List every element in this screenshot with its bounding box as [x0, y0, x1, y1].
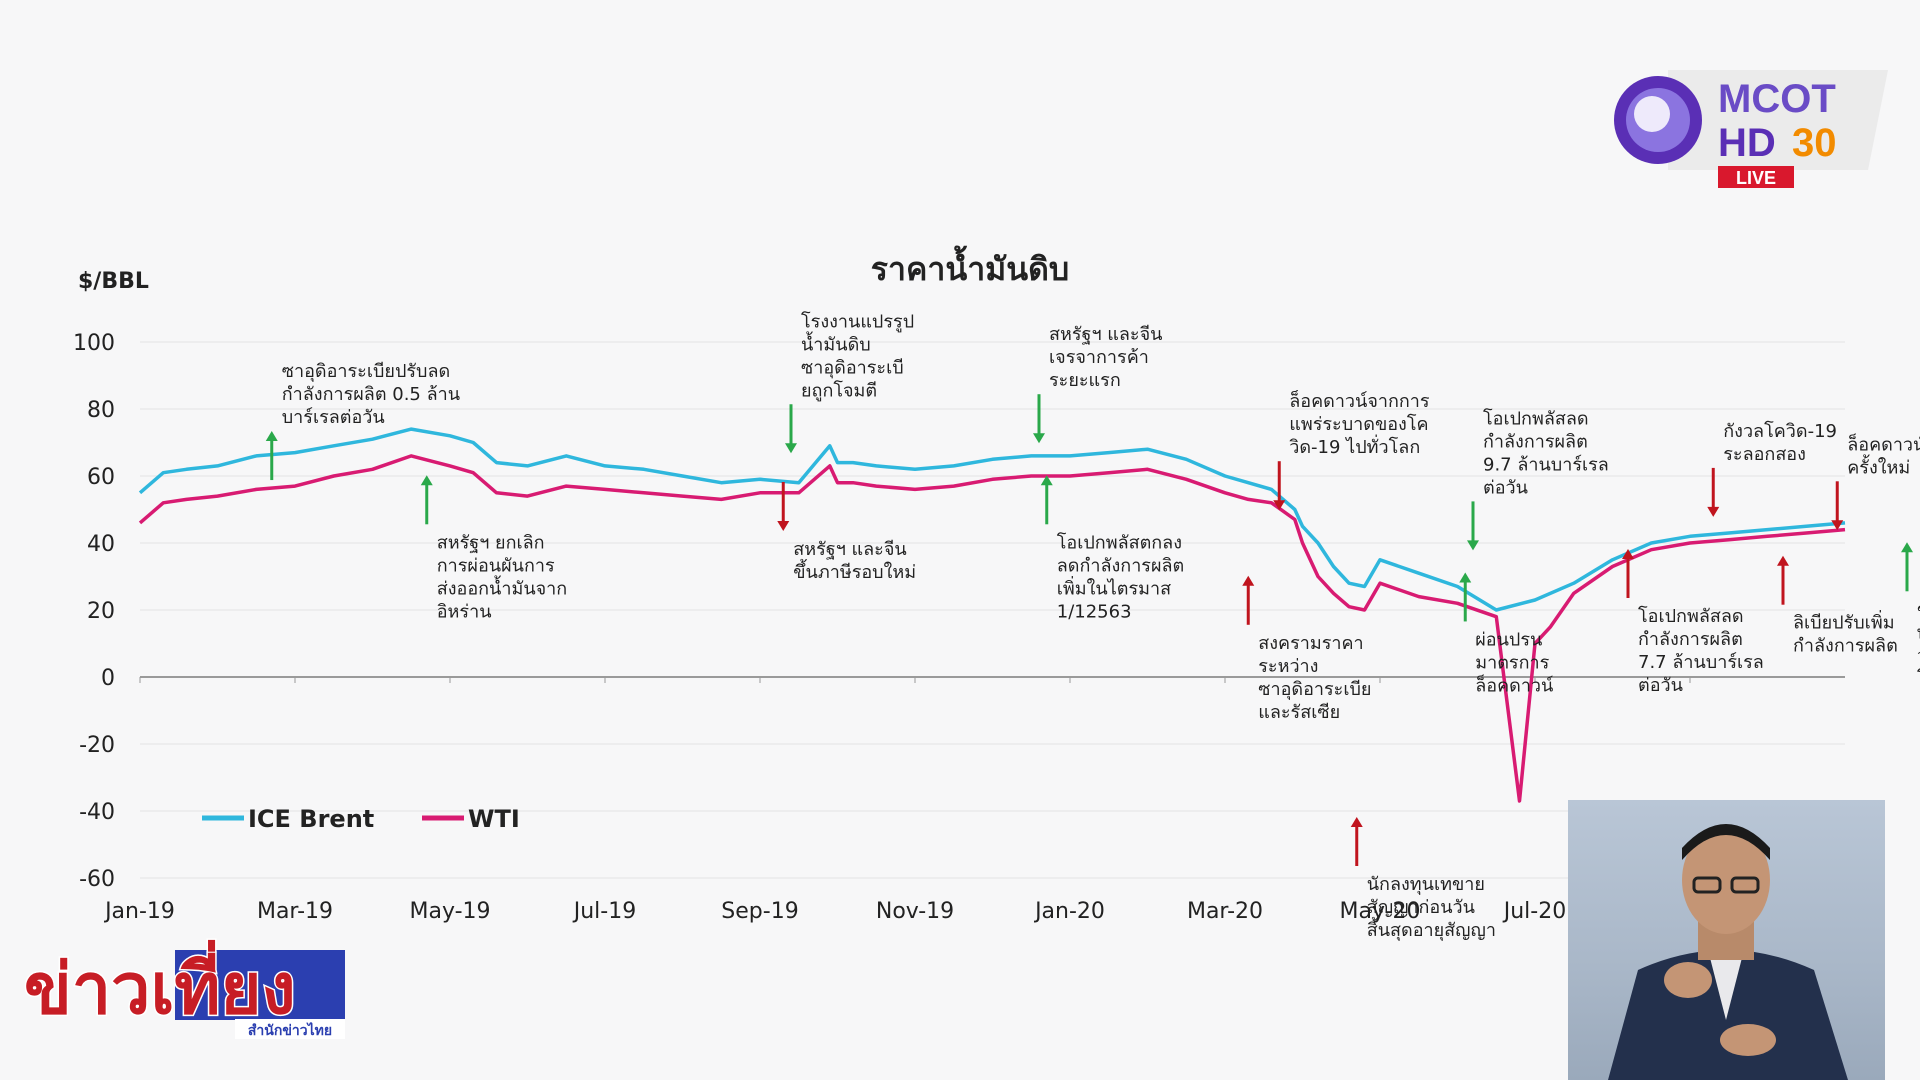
- annotation: โอเปกพลัสตกลงลดกำลังการผลิตเพิ่มในไตรมาส…: [1040, 475, 1185, 622]
- annotation-arrowhead: [1033, 433, 1045, 444]
- annotation-arrowhead: [1040, 475, 1053, 486]
- series-lines: [138, 427, 1846, 803]
- annotation-arrowhead: [777, 521, 790, 531]
- y-tick-label: -40: [79, 800, 115, 825]
- program-logo: ข่าวเที่ยง สำนักข่าวไทย: [23, 938, 345, 1039]
- y-tick-labels: 100 80 60 40 20 0 -20 -40 -60: [73, 331, 115, 892]
- mcot-channel-number: 30: [1792, 121, 1837, 165]
- annotation: ผ่อนปรนมาตรการล็อคดาวน์: [1459, 572, 1554, 696]
- annotation: โอเปกพลัสลดกำลังการผลิต 7.7 ล้านบาร์เรลต่…: [1622, 549, 1764, 696]
- legend-label-ice-brent: ICE Brent: [248, 805, 374, 833]
- annotation-text: ข่าวดีการพัฒนาวัคซีนต้านโควิด-19: [1917, 599, 1920, 689]
- y-tick-label: 0: [101, 666, 115, 691]
- x-tick-label: May-20: [1339, 899, 1420, 924]
- annotation: กังวลโควิด-19 ระลอกสอง: [1707, 420, 1837, 517]
- mcot-channel-logo: MCOT HD 30 LIVE: [1614, 70, 1888, 188]
- live-badge: [1718, 166, 1794, 188]
- annotation-text: กังวลโควิด-19 ระลอกสอง: [1723, 420, 1837, 465]
- y-tick-label: -60: [79, 867, 115, 892]
- annotation-arrowhead: [785, 443, 797, 454]
- annotation: สหรัฐฯ และจีนขึ้นภาษีรอบใหม่: [777, 482, 916, 583]
- annotation: ซาอุดิอาระเบียปรับลดกำลังการผลิต 0.5 ล้า…: [265, 361, 460, 481]
- annotation-text: สหรัฐฯ และจีนขึ้นภาษีรอบใหม่: [793, 539, 916, 583]
- x-tick-label: Jul-20: [1502, 899, 1566, 924]
- live-badge-text: LIVE: [1736, 168, 1776, 188]
- annotation: โรงงานแปรรูปน้ำมันดิบซาอุดิอาระเบียถูกโจ…: [785, 310, 914, 454]
- annotation-text: โอเปกพลัสลดกำลังการผลิต 7.7 ล้านบาร์เรลต่…: [1638, 605, 1764, 696]
- series-line-ice-brent: [138, 427, 1846, 612]
- x-tick-label: Nov-19: [876, 899, 954, 924]
- program-logo-title: ข่าวเที่ยง: [24, 939, 296, 1030]
- x-tick-label: May-19: [409, 899, 490, 924]
- annotation-text: สงครามราคาระหว่างซาอุดิอาระเบียและรัสเซี…: [1258, 633, 1371, 723]
- annotation-arrowhead: [265, 431, 278, 442]
- annotation-text: ลิเบียปรับเพิ่มกำลังการผลิต: [1793, 610, 1898, 657]
- annotation-arrowhead: [1831, 520, 1844, 531]
- interpreter-figure: [1608, 824, 1848, 1080]
- grid-lines: [140, 341, 1845, 879]
- mcot-brand-text: MCOT: [1718, 77, 1836, 121]
- annotations: ซาอุดิอาระเบียปรับลดกำลังการผลิต 0.5 ล้า…: [265, 310, 1920, 941]
- annotation-arrowhead: [420, 475, 433, 486]
- x-tick-label: Jul-19: [572, 899, 636, 924]
- annotation-arrowhead: [1467, 540, 1479, 551]
- annotation-arrowhead: [1622, 549, 1634, 559]
- annotation: สหรัฐฯ ยกเลิกการผ่อนผันการส่งออกน้ำมันจา…: [420, 475, 567, 622]
- annotation-arrowhead: [1707, 506, 1720, 517]
- x-tick-label: Jan-20: [1033, 899, 1105, 924]
- chart-title: ราคาน้ำมันดิบ: [871, 245, 1069, 288]
- legend-label-wti: WTI: [468, 805, 520, 833]
- y-tick-label: 20: [87, 599, 115, 624]
- annotation-arrowhead: [1242, 575, 1255, 586]
- annotation-arrowhead: [1777, 555, 1789, 566]
- annotation: สงครามราคาระหว่างซาอุดิอาระเบียและรัสเซี…: [1242, 575, 1371, 723]
- legend: ICE Brent WTI: [202, 805, 520, 833]
- y-tick-label: 80: [87, 398, 115, 423]
- annotation-text: โอเปกพลัสตกลงลดกำลังการผลิตเพิ่มในไตรมาส…: [1057, 531, 1185, 622]
- annotation-text: ล็อคดาวน์ยุโรปครั้งใหม่: [1847, 432, 1920, 478]
- y-axis-label: $/BBL: [78, 269, 149, 294]
- y-tick-label: 100: [73, 331, 115, 356]
- annotation-text: นักลงทุนเทขายสัญญาก่อนวันสิ้นสุดอายุสัญญ…: [1367, 874, 1496, 941]
- annotation-text: ผ่อนปรนมาตรการล็อคดาวน์: [1475, 629, 1553, 696]
- y-tick-label: -20: [79, 733, 115, 758]
- annotation-arrowhead: [1273, 500, 1286, 511]
- annotation: ล็อคดาวน์ยุโรปครั้งใหม่: [1831, 432, 1920, 531]
- y-tick-label: 60: [87, 465, 115, 490]
- x-tick-label: Jan-19: [103, 899, 175, 924]
- series-line-wti: [138, 454, 1846, 803]
- annotation-text: สหรัฐฯ ยกเลิกการผ่อนผันการส่งออกน้ำมันจา…: [437, 532, 567, 622]
- annotation-text: โอเปกพลัสลดกำลังการผลิต 9.7 ล้านบาร์เรลต่…: [1483, 407, 1609, 498]
- x-tick-label: Mar-20: [1187, 899, 1263, 924]
- annotation-arrowhead: [1901, 542, 1913, 553]
- x-tick-label: Sep-19: [721, 899, 798, 924]
- annotation: โอเปกพลัสลดกำลังการผลิต 9.7 ล้านบาร์เรลต่…: [1467, 407, 1609, 551]
- annotation: ล็อคดาวน์จากการแพร่ระบาดของโควิด-19 ไปทั…: [1273, 389, 1430, 511]
- annotation-arrowhead: [1350, 817, 1363, 827]
- annotation: ข่าวดีการพัฒนาวัคซีนต้านโควิด-19: [1901, 542, 1920, 689]
- mcot-hd-text: HD: [1718, 121, 1776, 165]
- annotation-arrowhead: [1459, 572, 1472, 583]
- annotation-text: โรงงานแปรรูปน้ำมันดิบซาอุดิอาระเบียถูกโจ…: [801, 310, 914, 401]
- program-logo-subtitle: สำนักข่าวไทย: [248, 1021, 332, 1039]
- annotation: สหรัฐฯ และจีนเจรจาการค้าระยะแรก: [1033, 324, 1162, 444]
- annotation-text: ซาอุดิอาระเบียปรับลดกำลังการผลิต 0.5 ล้า…: [282, 361, 460, 428]
- y-tick-label: 40: [87, 532, 115, 557]
- x-tick-label: Mar-19: [257, 899, 333, 924]
- annotation: นักลงทุนเทขายสัญญาก่อนวันสิ้นสุดอายุสัญญ…: [1350, 817, 1496, 941]
- sign-language-interpreter: [1568, 800, 1885, 1080]
- annotation: ลิเบียปรับเพิ่มกำลังการผลิต: [1777, 555, 1898, 657]
- annotation-text: ล็อคดาวน์จากการแพร่ระบาดของโควิด-19 ไปทั…: [1289, 389, 1430, 458]
- annotation-text: สหรัฐฯ และจีนเจรจาการค้าระยะแรก: [1049, 324, 1162, 391]
